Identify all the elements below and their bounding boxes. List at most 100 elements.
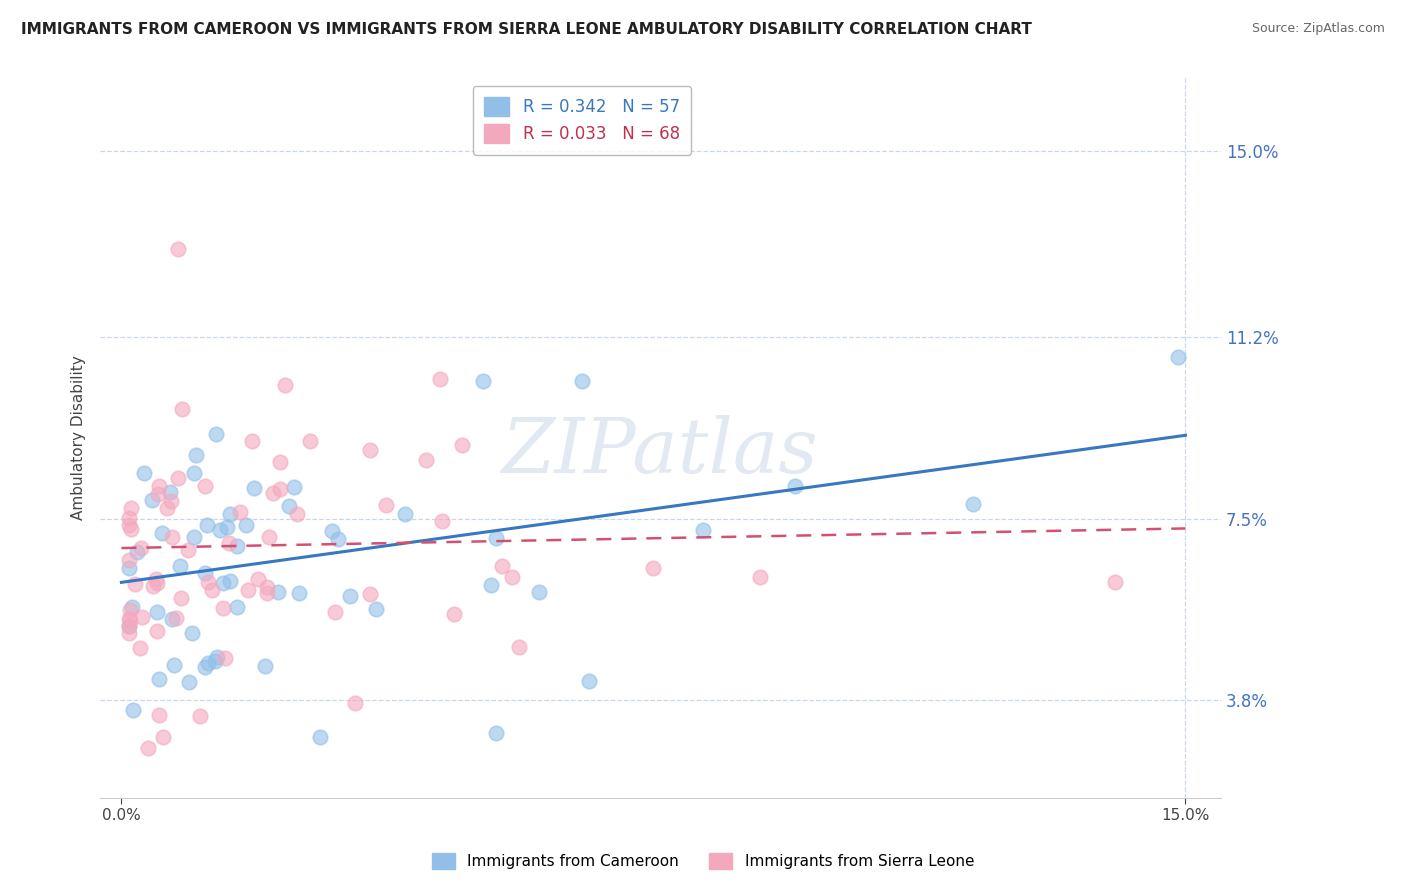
Point	[235, 518, 257, 533]
Point	[160, 530, 183, 544]
Point	[148, 478, 170, 492]
Point	[578, 674, 600, 689]
Point	[394, 508, 416, 522]
Point	[179, 674, 201, 689]
Point	[571, 375, 593, 389]
Point	[124, 577, 146, 591]
Point	[501, 570, 523, 584]
Point	[508, 640, 530, 655]
Point	[259, 531, 281, 545]
Point	[146, 605, 169, 619]
Point	[117, 510, 139, 524]
Point	[785, 479, 807, 493]
Point	[325, 605, 347, 619]
Point	[269, 482, 291, 496]
Point	[204, 427, 226, 442]
Point	[359, 442, 381, 457]
Point	[145, 572, 167, 586]
Text: ZIPatlas: ZIPatlas	[502, 415, 818, 489]
Point	[243, 481, 266, 495]
Point	[183, 466, 205, 480]
Point	[283, 480, 305, 494]
Point	[962, 497, 984, 511]
Legend: Immigrants from Cameroon, Immigrants from Sierra Leone: Immigrants from Cameroon, Immigrants fro…	[426, 847, 980, 875]
Point	[218, 536, 240, 550]
Point	[125, 544, 148, 558]
Point	[211, 576, 233, 591]
Point	[242, 434, 264, 448]
Point	[177, 542, 200, 557]
Point	[267, 585, 290, 599]
Point	[527, 584, 550, 599]
Point	[188, 709, 211, 723]
Point	[131, 541, 153, 556]
Point	[415, 452, 437, 467]
Point	[215, 520, 238, 534]
Point	[146, 576, 169, 591]
Point	[472, 375, 495, 389]
Point	[163, 657, 186, 672]
Point	[748, 570, 770, 584]
Point	[208, 523, 231, 537]
Point	[204, 654, 226, 668]
Point	[229, 505, 252, 519]
Point	[131, 610, 153, 624]
Text: Source: ZipAtlas.com: Source: ZipAtlas.com	[1251, 22, 1385, 36]
Point	[321, 524, 343, 538]
Point	[146, 487, 169, 501]
Point	[339, 590, 361, 604]
Point	[218, 574, 240, 588]
Point	[288, 585, 311, 599]
Point	[238, 582, 260, 597]
Point	[359, 587, 381, 601]
Point	[193, 566, 215, 580]
Point	[219, 507, 242, 521]
Point	[479, 578, 502, 592]
Point	[197, 575, 219, 590]
Point	[169, 558, 191, 573]
Point	[207, 649, 229, 664]
Point	[159, 494, 181, 508]
Point	[326, 532, 349, 546]
Point	[374, 498, 396, 512]
Point	[142, 579, 165, 593]
Point	[451, 438, 474, 452]
Point	[214, 650, 236, 665]
Point	[141, 492, 163, 507]
Point	[643, 560, 665, 574]
Point	[299, 434, 322, 449]
Point	[491, 559, 513, 574]
Point	[148, 708, 170, 723]
Legend: R = 0.342   N = 57, R = 0.033   N = 68: R = 0.342 N = 57, R = 0.033 N = 68	[472, 86, 692, 155]
Point	[429, 372, 451, 386]
Point	[167, 470, 190, 484]
Point	[160, 612, 183, 626]
Point	[225, 599, 247, 614]
Point	[121, 599, 143, 614]
Y-axis label: Ambulatory Disability: Ambulatory Disability	[72, 355, 86, 520]
Point	[165, 610, 187, 624]
Point	[117, 619, 139, 633]
Point	[132, 466, 155, 480]
Point	[274, 377, 297, 392]
Point	[430, 514, 453, 528]
Point	[194, 479, 217, 493]
Point	[201, 582, 224, 597]
Point	[172, 401, 194, 416]
Point	[146, 624, 169, 638]
Point	[256, 586, 278, 600]
Point	[308, 730, 330, 744]
Text: IMMIGRANTS FROM CAMEROON VS IMMIGRANTS FROM SIERRA LEONE AMBULATORY DISABILITY C: IMMIGRANTS FROM CAMEROON VS IMMIGRANTS F…	[21, 22, 1032, 37]
Point	[118, 518, 141, 533]
Point	[122, 703, 145, 717]
Point	[692, 523, 714, 537]
Point	[148, 673, 170, 687]
Point	[118, 613, 141, 627]
Point	[129, 641, 152, 656]
Point	[120, 603, 142, 617]
Point	[443, 607, 465, 621]
Point	[150, 526, 173, 541]
Point	[197, 657, 219, 671]
Point	[167, 242, 190, 256]
Point	[159, 484, 181, 499]
